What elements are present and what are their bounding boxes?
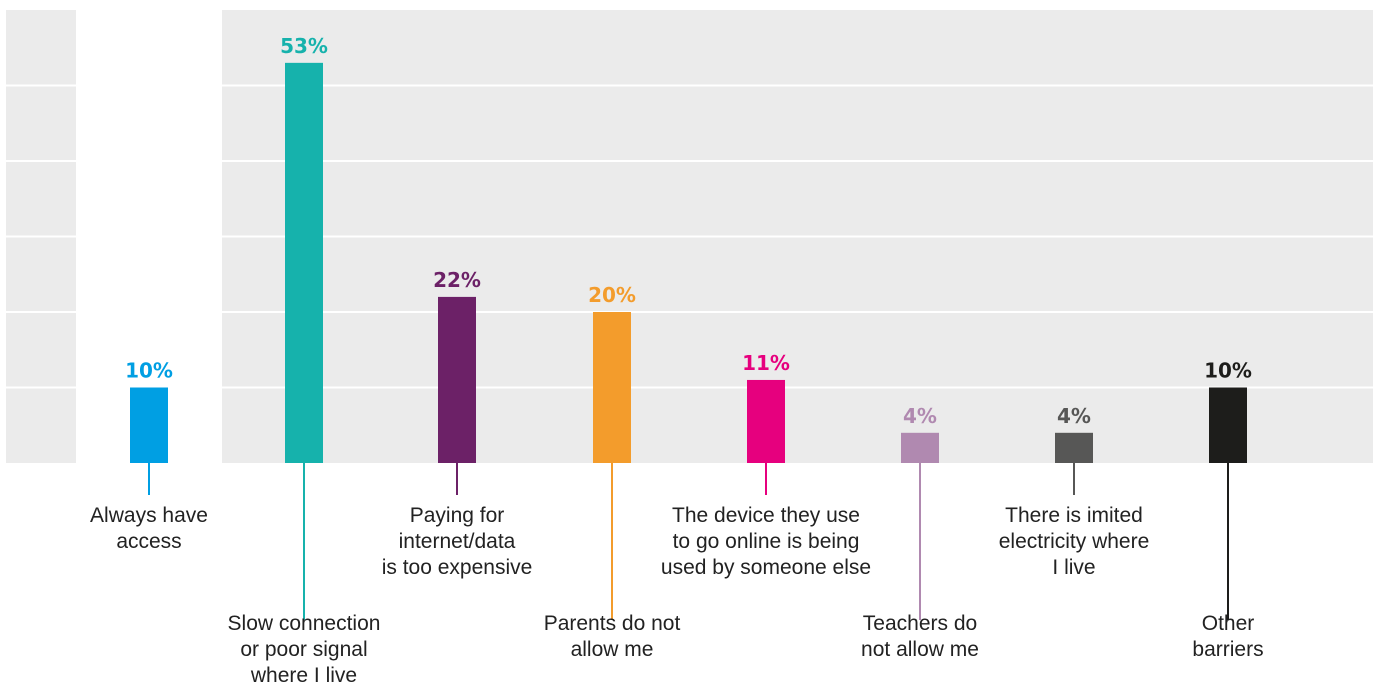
category-label-line: not allow me <box>861 638 979 661</box>
bar <box>901 432 939 463</box>
value-label: 20% <box>588 283 636 307</box>
value-label: 22% <box>433 268 481 292</box>
value-label: 11% <box>742 351 790 375</box>
category-label: Slow connection or poor signal where I liv… <box>228 612 381 687</box>
category-label-line: is too expensive <box>382 556 533 579</box>
category-label: Teachers do not allow me <box>861 612 979 661</box>
gridlines <box>6 84 1373 389</box>
category-label: There is imited electricity where I live <box>999 504 1150 579</box>
category-label-line: used by someone else <box>661 556 871 579</box>
category-label-line: Paying for <box>410 504 505 527</box>
bar <box>285 62 323 463</box>
value-label: 10% <box>1204 359 1252 383</box>
bar <box>130 387 168 463</box>
category-label-line: The device they use <box>672 504 860 527</box>
category-label-line: electricity where <box>999 530 1150 553</box>
bar <box>593 312 631 463</box>
category-label: Always have access <box>90 504 208 553</box>
category-label-line: I live <box>1052 556 1095 579</box>
value-label: 10% <box>125 359 173 383</box>
value-labels: 10% 53% 22% 20% 11% 4% 4% 10% <box>125 34 1252 428</box>
value-label: 4% <box>1057 404 1091 428</box>
leader-lines <box>148 463 1229 620</box>
category-label-line: Other <box>1202 612 1255 635</box>
category-label: Parents do not allow me <box>544 612 681 661</box>
bar <box>1055 432 1093 463</box>
category-label-line: Slow connection <box>228 612 381 635</box>
category-label-line: access <box>116 530 181 553</box>
category-label-line: internet/data <box>399 530 516 553</box>
bar <box>747 379 785 463</box>
category-label-line: or poor signal <box>240 638 367 661</box>
category-label-line: where I live <box>250 664 357 687</box>
category-label-line: to go online is being <box>673 530 860 553</box>
category-label-line: There is imited <box>1005 504 1143 527</box>
category-label-line: Parents do not <box>544 612 681 635</box>
category-label-line: barriers <box>1192 638 1263 661</box>
value-label: 4% <box>903 404 937 428</box>
category-label-line: Teachers do <box>863 612 977 635</box>
bar <box>1209 387 1247 463</box>
bar <box>438 296 476 463</box>
value-label: 53% <box>280 34 328 58</box>
category-label: Paying for internet/data is too expensive <box>382 504 533 579</box>
category-label: The device they use to go online is being… <box>661 504 871 579</box>
category-label-line: Always have <box>90 504 208 527</box>
bars <box>130 62 1247 463</box>
category-label-line: allow me <box>571 638 654 661</box>
category-label: Other barriers <box>1192 612 1263 661</box>
category-labels: Always have access Slow connection or poor … <box>90 504 1264 687</box>
